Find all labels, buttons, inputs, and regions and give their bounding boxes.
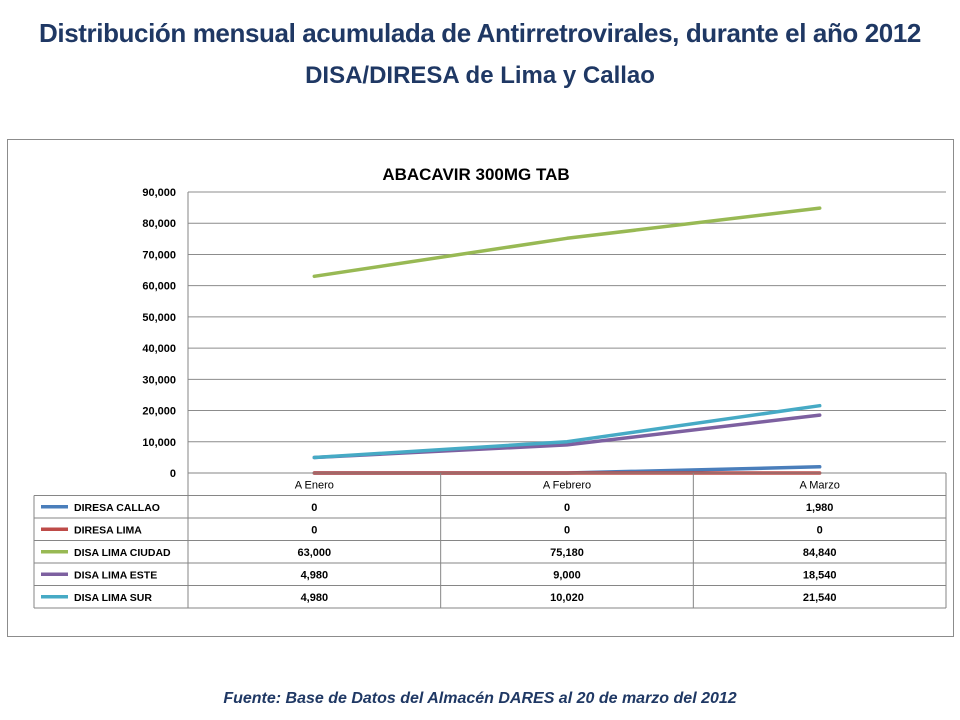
- y-tick-label: 50,000: [142, 312, 176, 324]
- legend-series-name: DIRESA LIMA: [74, 525, 142, 537]
- chart-title: ABACAVIR 300MG TAB: [382, 165, 569, 184]
- data-table-value: 0: [564, 525, 570, 537]
- line-chart: ABACAVIR 300MG TAB 0 10,000 20,000 30,000 40…: [33, 165, 947, 609]
- source-note: Fuente: Base de Datos del Almacén DARES …: [223, 690, 737, 707]
- legend-series-name: DISA LIMA ESTE: [74, 570, 157, 582]
- y-tick-label: 0: [170, 468, 176, 480]
- data-table-value: 4,980: [301, 592, 329, 604]
- data-table-value: 0: [817, 525, 823, 537]
- y-tick-label: 60,000: [142, 281, 176, 293]
- data-table-value: 84,840: [803, 547, 837, 559]
- y-tick-label: 90,000: [142, 187, 176, 199]
- series-line: [312, 403, 822, 460]
- data-table-value: 10,020: [550, 592, 584, 604]
- data-table-value: 1,980: [806, 502, 834, 514]
- page-subtitle: DISA/DIRESA de Lima y Callao: [305, 62, 655, 89]
- y-tick-label: 10,000: [142, 437, 176, 449]
- data-table-value: 21,540: [803, 592, 837, 604]
- series-line: [312, 206, 822, 279]
- x-category-label: A Enero: [295, 480, 334, 492]
- x-category-label: A Marzo: [799, 480, 839, 492]
- legend-series-name: DIRESA CALLAO: [74, 502, 160, 514]
- legend-series-name: DISA LIMA SUR: [74, 592, 152, 604]
- y-tick-label: 80,000: [142, 218, 176, 230]
- data-table-value: 0: [564, 502, 570, 514]
- data-table-value: 18,540: [803, 570, 837, 582]
- page-title: Distribución mensual acumulada de Antirr…: [39, 18, 921, 48]
- y-tick-label: 70,000: [142, 249, 176, 261]
- data-table-value: 4,980: [301, 570, 329, 582]
- y-tick-label: 40,000: [142, 343, 176, 355]
- data-table-value: 0: [311, 525, 317, 537]
- y-tick-label: 30,000: [142, 374, 176, 386]
- data-table-value: 75,180: [550, 547, 584, 559]
- legend-series-name: DISA LIMA CIUDAD: [74, 547, 171, 559]
- data-table-value: 0: [311, 502, 317, 514]
- x-category-label: A Febrero: [543, 480, 591, 492]
- y-tick-label: 20,000: [142, 406, 176, 418]
- data-table-value: 9,000: [553, 570, 581, 582]
- data-table-value: 63,000: [298, 547, 332, 559]
- chart-frame: ABACAVIR 300MG TAB 0 10,000 20,000 30,000 40…: [7, 139, 954, 637]
